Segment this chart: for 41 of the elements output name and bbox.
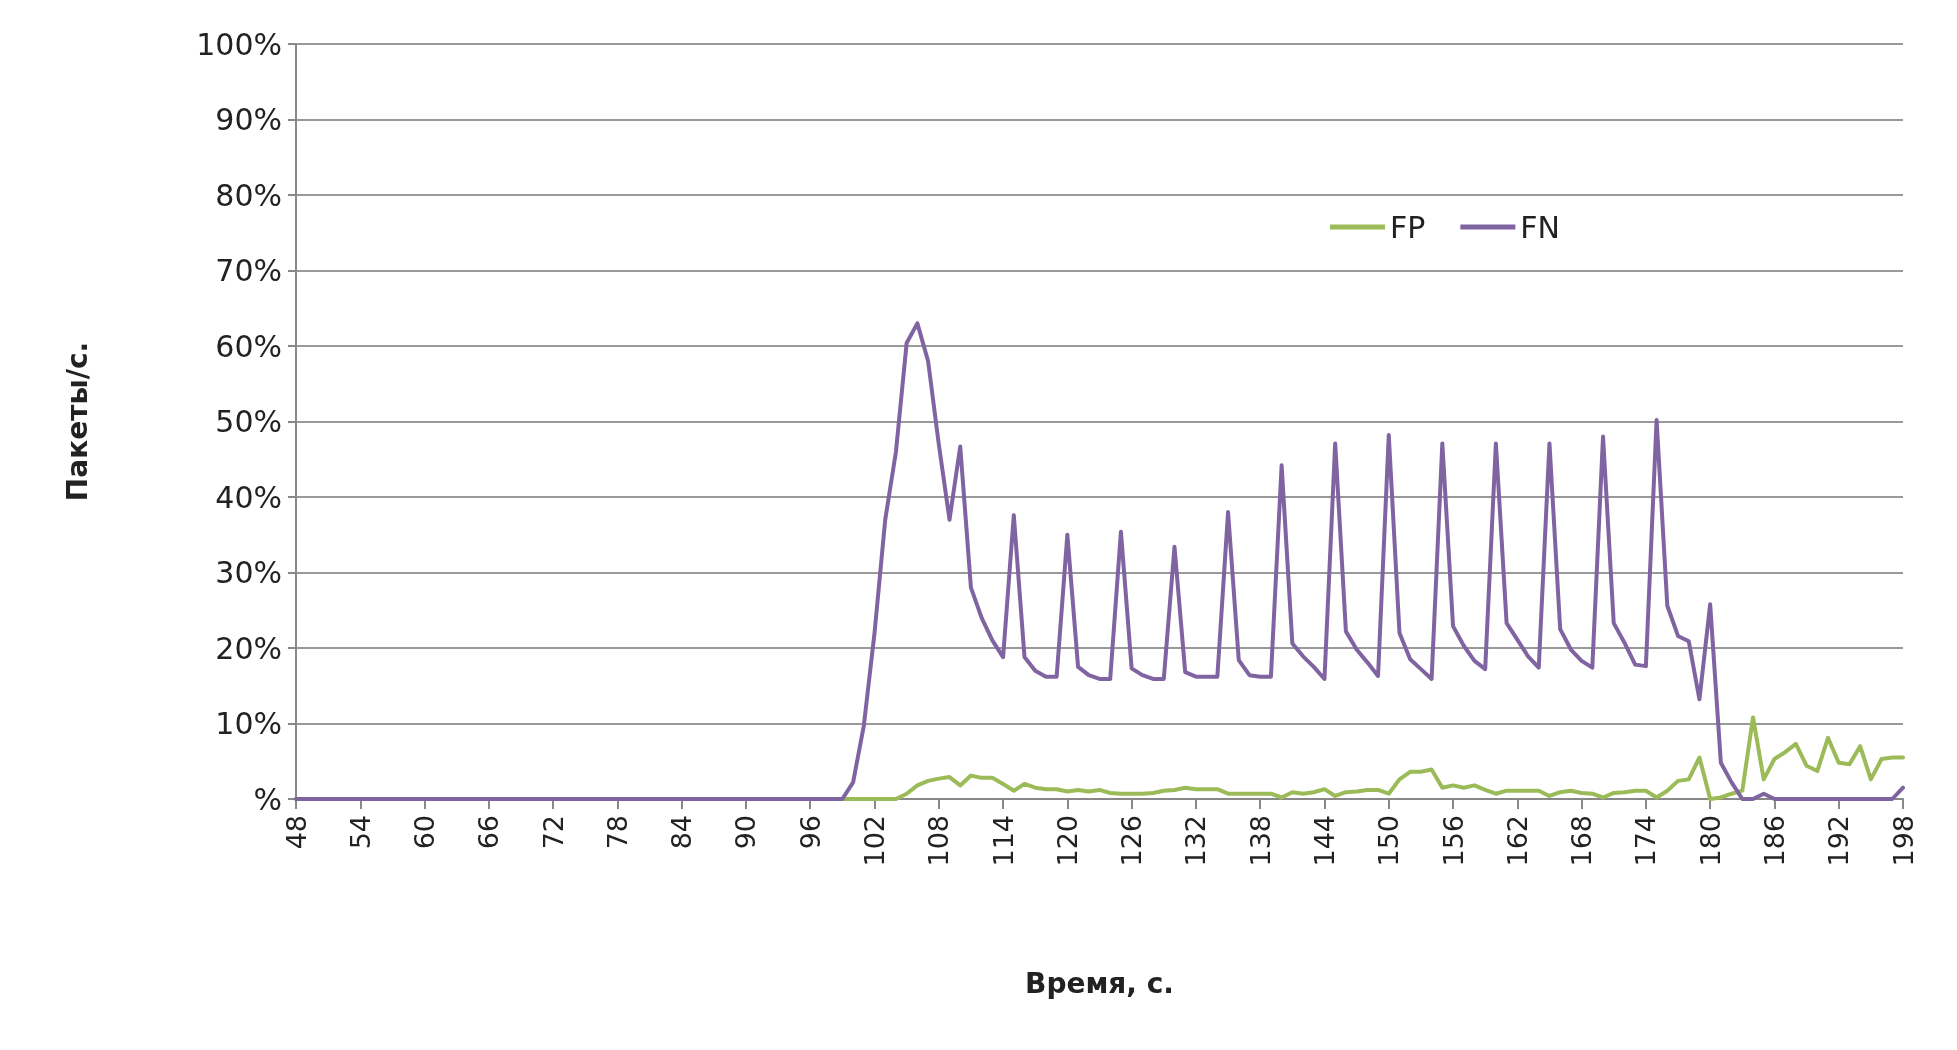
x-axis-title: Время, с. [1025, 966, 1174, 1000]
y-axis-title: Пакеты/с. [60, 341, 94, 502]
y-tick-label: 40% [215, 479, 282, 515]
x-tick-label: 174 [1630, 815, 1662, 867]
x-tick-label: 132 [1180, 815, 1212, 867]
y-tick-label: 90% [215, 102, 282, 137]
x-tick-label: 84 [666, 815, 698, 850]
x-tick-label: 48 [280, 815, 312, 850]
x-tick-label: 102 [859, 815, 891, 867]
y-tick-label: 20% [215, 630, 282, 666]
x-tick-label: 144 [1308, 815, 1340, 867]
legend-label: FP [1390, 209, 1426, 245]
y-tick-label: 80% [215, 177, 282, 213]
x-tick-label: 54 [344, 815, 376, 850]
x-tick-label: 66 [473, 815, 505, 850]
y-tick-label: 50% [215, 404, 282, 439]
x-tick-label: 168 [1566, 815, 1598, 867]
x-tick-label: 120 [1051, 815, 1083, 867]
x-tick-label: 72 [537, 815, 569, 850]
y-tick-label: % [253, 781, 282, 817]
x-tick-label: 150 [1373, 815, 1405, 867]
y-tick-label: 10% [215, 706, 282, 741]
y-tick-label: 70% [215, 253, 282, 288]
x-tick-label: 78 [601, 815, 633, 850]
x-tick-label: 108 [923, 815, 955, 867]
x-tick-label: 186 [1758, 815, 1790, 867]
x-tick-label: 156 [1437, 815, 1469, 867]
y-tick-label: 100% [196, 26, 282, 62]
x-tick-label: 180 [1694, 815, 1726, 867]
x-tick-label: 138 [1244, 815, 1276, 867]
y-tick-label: 30% [215, 555, 282, 590]
y-tick-label: 60% [215, 328, 282, 364]
x-tick-label: 96 [794, 815, 826, 850]
x-tick-label: 162 [1501, 815, 1533, 867]
x-tick-label: 114 [987, 815, 1019, 867]
x-tick-label: 126 [1116, 815, 1148, 867]
x-tick-label: 198 [1887, 815, 1919, 867]
legend-label: FN [1520, 209, 1561, 245]
x-tick-label: 90 [730, 815, 762, 850]
x-tick-label: 60 [409, 815, 441, 850]
x-tick-label: 192 [1823, 815, 1855, 867]
